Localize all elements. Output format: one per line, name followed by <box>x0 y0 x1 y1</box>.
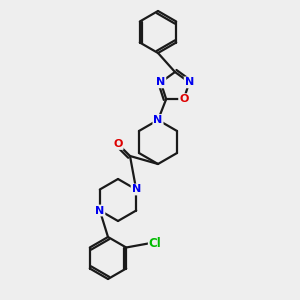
Text: Cl: Cl <box>149 237 162 250</box>
Text: O: O <box>113 139 123 149</box>
Text: N: N <box>95 206 104 215</box>
Text: N: N <box>184 77 194 87</box>
Text: N: N <box>153 115 163 125</box>
Text: N: N <box>156 77 165 87</box>
Text: O: O <box>179 94 188 104</box>
Text: N: N <box>132 184 141 194</box>
